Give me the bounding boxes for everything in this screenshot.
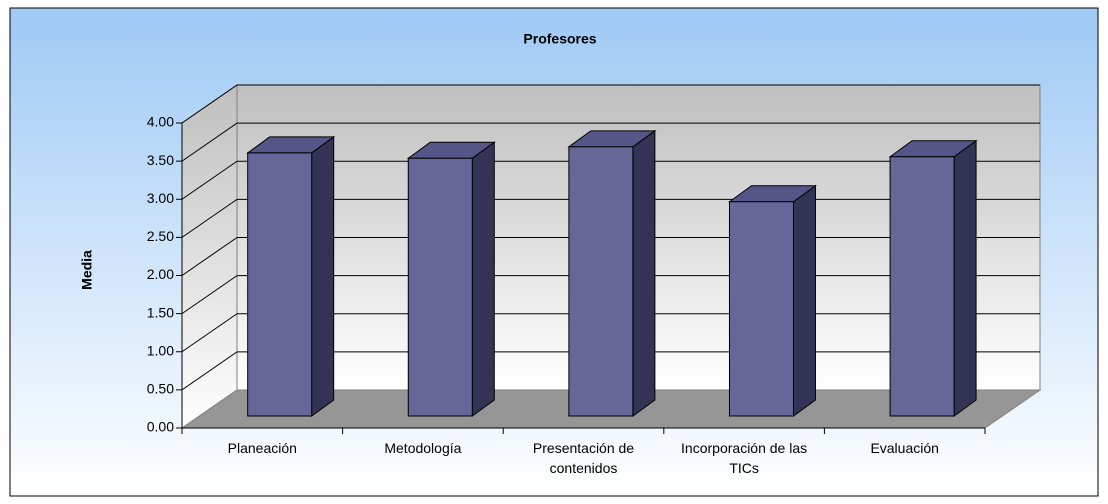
- grid-line: [181, 237, 238, 276]
- grid-line: [181, 84, 238, 124]
- bar: [568, 146, 634, 417]
- bar: [407, 157, 473, 417]
- y-tick-label: 3.50: [147, 152, 174, 168]
- x-tick-label: Presentación de contenidos: [532, 440, 635, 476]
- grid-line: [181, 313, 238, 353]
- bar-side: [311, 135, 335, 417]
- y-tick-label: 3.00: [147, 190, 174, 206]
- y-tick-label: 1.00: [147, 342, 174, 358]
- grid-line: [181, 351, 238, 391]
- x-tick-label: Evaluación: [870, 440, 939, 456]
- y-axis-title: Media: [79, 250, 95, 290]
- bar-side: [632, 129, 656, 417]
- bar: [247, 152, 313, 417]
- grid-line: [181, 275, 238, 315]
- grid-line: [181, 122, 238, 162]
- bar: [728, 201, 794, 417]
- y-tick-label: 2.00: [147, 266, 174, 282]
- y-tick-label: 0.00: [147, 419, 174, 435]
- x-tick-label: Metodología: [384, 440, 462, 456]
- y-tick-label: 1.50: [147, 304, 174, 320]
- y-tick-label: 4.00: [147, 114, 174, 130]
- x-tick-label: Planeación: [227, 440, 297, 456]
- y-tick-label: 2.50: [147, 228, 174, 244]
- grid-line: [181, 198, 238, 238]
- x-tick-label: Incorporación de las TICs: [681, 440, 808, 476]
- bar-side: [792, 184, 816, 417]
- chart-title: Profesores: [523, 31, 596, 47]
- bar-side: [953, 139, 977, 417]
- y-tick-label: 0.50: [147, 381, 174, 397]
- bar-side: [471, 141, 495, 417]
- bar: [889, 156, 955, 417]
- grid-line: [181, 160, 238, 200]
